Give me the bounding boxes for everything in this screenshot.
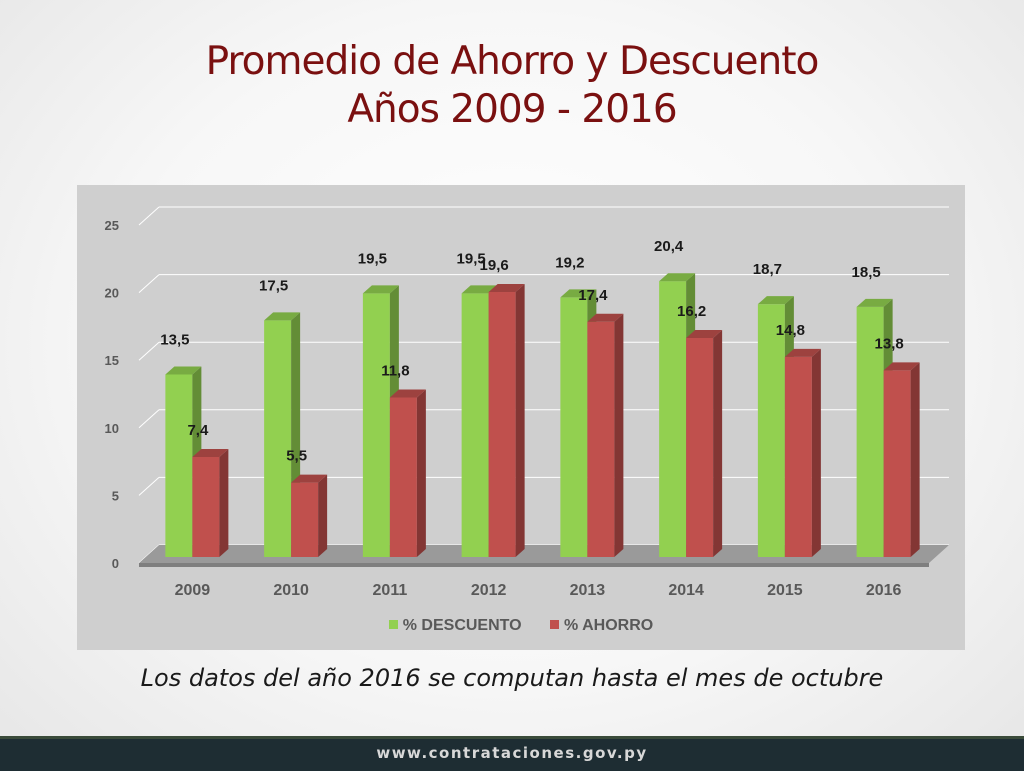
bar-1-side xyxy=(416,389,426,557)
footnote: Los datos del año 2016 se computan hasta… xyxy=(140,664,884,692)
bar-0-top xyxy=(264,312,301,321)
bar-0-front xyxy=(461,293,489,557)
x-tick-label: 2010 xyxy=(273,582,309,599)
footer-url: www.contrataciones.gov.py xyxy=(376,744,648,762)
bar-1-side xyxy=(515,284,525,557)
bar-1-top xyxy=(291,474,328,483)
bar-1-side xyxy=(713,329,723,557)
x-tick-label: 2009 xyxy=(175,582,211,599)
data-label: 7,4 xyxy=(187,422,209,439)
bar-1-front xyxy=(883,370,911,557)
bar-0-top xyxy=(757,296,794,305)
x-tick-label: 2011 xyxy=(373,582,408,599)
data-label: 19,6 xyxy=(480,257,509,274)
bar-0-front xyxy=(757,304,785,557)
legend-label-descuento: % DESCUENTO xyxy=(402,617,522,634)
data-label: 20,4 xyxy=(654,238,684,255)
bar-1-side xyxy=(318,474,328,557)
gridline-side xyxy=(138,341,160,361)
legend-swatch-ahorro xyxy=(550,620,560,629)
bar-0-front xyxy=(165,374,193,557)
chart-floor xyxy=(139,545,949,563)
bar-1-front xyxy=(488,292,516,557)
data-label: 13,5 xyxy=(160,331,189,348)
bar-1-top xyxy=(686,329,723,338)
bar-1-front xyxy=(192,456,220,557)
y-tick-label: 10 xyxy=(105,421,119,436)
data-label: 17,5 xyxy=(259,277,288,294)
legend-item-ahorro: % AHORRO xyxy=(550,617,653,635)
y-tick-label: 25 xyxy=(105,218,119,233)
bar-1-top xyxy=(192,448,229,457)
chart-floor-edge xyxy=(139,563,929,567)
data-label: 19,5 xyxy=(358,250,387,267)
footer-bar: www.contrataciones.gov.py xyxy=(0,736,1024,771)
bar-chart: 0 5 10 15 20 25 13,5 7,4 2009 17,5 5,5 2010 19,5 11,8… xyxy=(77,185,965,650)
x-tick-label: 2013 xyxy=(570,582,606,599)
y-tick-label: 15 xyxy=(105,353,119,368)
data-label: 19,2 xyxy=(555,254,584,271)
y-tick-label: 20 xyxy=(105,286,119,301)
bar-0-top xyxy=(659,273,696,282)
bar-1-front xyxy=(784,356,812,557)
bar-0-front xyxy=(362,293,390,557)
bar-1-top xyxy=(488,284,525,293)
legend-item-descuento: % DESCUENTO xyxy=(388,617,522,635)
y-tick-label: 5 xyxy=(112,488,119,503)
gridline-side xyxy=(138,206,160,226)
bar-0-front xyxy=(560,297,588,557)
bar-1-top xyxy=(784,348,821,357)
bar-1-side xyxy=(811,348,821,557)
bar-1-top xyxy=(587,313,624,322)
gridline-side xyxy=(138,409,160,429)
data-label: 5,5 xyxy=(286,448,307,465)
data-label: 18,7 xyxy=(753,261,782,278)
bar-1-front xyxy=(389,397,417,557)
data-label: 19,5 xyxy=(457,250,486,267)
bar-1-front xyxy=(291,482,319,557)
bar-0-top xyxy=(461,285,498,294)
bar-0-top xyxy=(362,285,399,294)
bar-0-top xyxy=(856,298,893,307)
title-line-1: Promedio de Ahorro y Descuento xyxy=(205,39,820,84)
x-tick-label: 2012 xyxy=(471,582,507,599)
bar-0-top xyxy=(165,366,202,375)
legend-label-ahorro: % AHORRO xyxy=(564,617,654,634)
bar-1-top xyxy=(389,389,426,398)
data-label: 18,5 xyxy=(852,264,881,281)
slide-title: Promedio de Ahorro y Descuento Años 2009… xyxy=(0,38,1024,134)
bar-1-front xyxy=(686,337,714,557)
bar-1-side xyxy=(219,448,229,557)
bar-1-front xyxy=(587,321,615,557)
title-line-2: Años 2009 - 2016 xyxy=(347,87,677,132)
chart-plot: 0 5 10 15 20 25 13,5 7,4 2009 17,5 5,5 2010 19,5 11,8… xyxy=(105,206,949,599)
data-label: 16,2 xyxy=(677,303,706,320)
legend-swatch-descuento xyxy=(388,620,398,629)
chart-legend: % DESCUENTO % AHORRO xyxy=(77,617,965,635)
data-label: 11,8 xyxy=(381,362,409,379)
x-tick-label: 2016 xyxy=(866,582,902,599)
bar-0-front xyxy=(264,320,292,557)
bar-0-top xyxy=(560,289,597,298)
bar-0-front xyxy=(856,306,884,557)
x-tick-label: 2015 xyxy=(767,582,803,599)
bar-1-side xyxy=(614,313,624,557)
x-tick-label: 2014 xyxy=(668,582,704,599)
y-tick-label: 0 xyxy=(112,556,119,571)
data-label: 14,8 xyxy=(776,322,805,339)
gridline-side xyxy=(138,274,160,293)
bar-1-top xyxy=(883,362,920,371)
data-label: 17,4 xyxy=(578,287,608,304)
gridline-side xyxy=(138,477,160,496)
data-label: 13,8 xyxy=(875,335,904,352)
bar-0-front xyxy=(659,281,687,557)
bar-1-side xyxy=(910,362,920,557)
